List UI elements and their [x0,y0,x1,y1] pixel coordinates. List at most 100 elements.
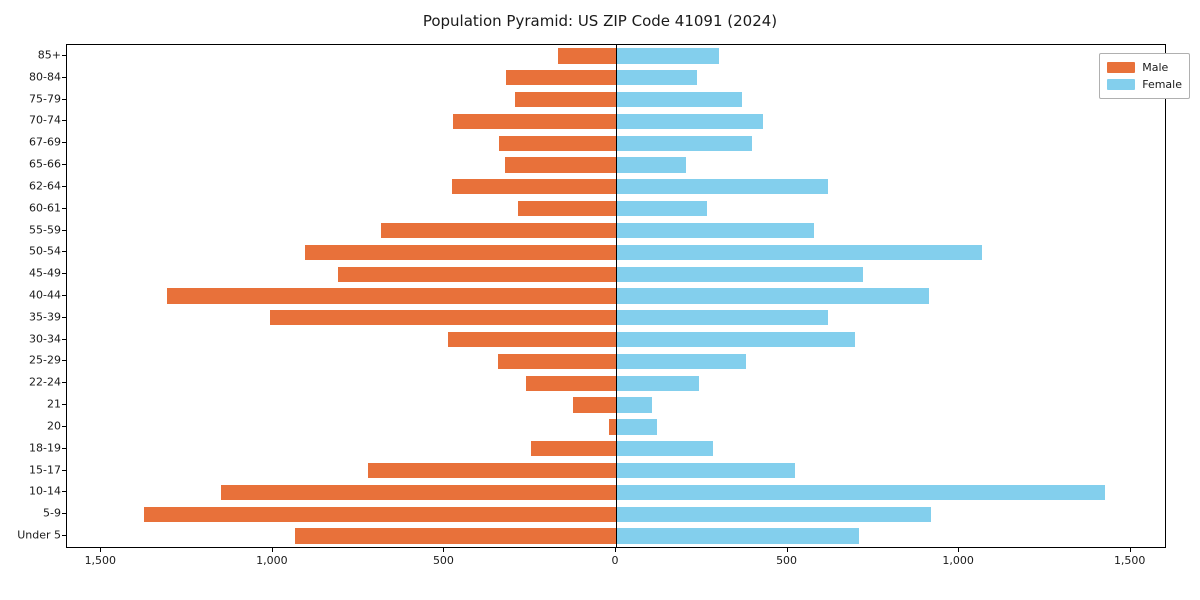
y-tick-label: 55-59 [29,223,61,237]
bar-female[interactable] [616,113,764,130]
bar-male[interactable] [269,310,616,326]
y-tick-mark [62,382,66,384]
pyramid-row [67,157,1165,173]
y-tick-label: 45-49 [29,266,61,280]
y-tick-mark [62,316,66,318]
bar-female[interactable] [616,462,796,479]
legend-swatch-male [1107,62,1136,73]
y-tick-mark [62,447,66,449]
x-tick-mark [958,548,960,552]
pyramid-row [67,201,1165,217]
y-tick-label: Under 5 [17,528,61,542]
pyramid-row [67,353,1165,370]
y-tick-label: 80-84 [29,70,61,84]
bar-male[interactable] [380,222,616,239]
y-tick-label: 75-79 [29,92,61,106]
plot-area [66,44,1166,548]
x-tick-mark [786,548,788,552]
bar-female[interactable] [616,157,687,173]
bar-female[interactable] [616,244,983,260]
bar-male[interactable] [557,48,616,64]
bar-female[interactable] [616,332,855,348]
bar-male[interactable] [221,484,616,501]
x-tick-mark [615,548,616,552]
y-tick-mark [62,76,66,78]
bar-female[interactable] [616,310,828,326]
legend-item-male[interactable]: Male [1107,59,1182,76]
x-tick-label: 500 [432,554,454,567]
bar-female[interactable] [616,222,814,239]
bar-male[interactable] [504,157,616,173]
y-tick-mark [62,425,66,427]
pyramid-row [67,375,1165,391]
y-tick-label: 40-44 [29,288,61,302]
pyramid-row [67,70,1165,86]
bar-female[interactable] [616,91,742,108]
bar-female[interactable] [616,506,931,522]
chart-title: Population Pyramid: US ZIP Code 41091 (2… [422,12,778,30]
bar-female[interactable] [616,484,1105,501]
pyramid-row [67,266,1165,282]
bar-male[interactable] [453,113,616,130]
x-tick-label: 1,500 [1113,554,1146,567]
bar-male[interactable] [367,462,616,479]
pyramid-row [67,113,1165,130]
x-tick-mark [271,548,273,552]
x-tick-label: 1,000 [256,554,288,567]
y-tick-mark [62,535,66,537]
bar-male[interactable] [609,419,616,435]
x-tick-label: 1,000 [942,554,974,567]
bar-female[interactable] [616,135,752,151]
bar-male[interactable] [573,397,616,413]
bar-female[interactable] [616,288,929,304]
y-tick-label: 22-24 [29,375,61,389]
bar-female[interactable] [616,353,746,370]
pyramid-row [67,397,1165,413]
bar-male[interactable] [517,201,616,217]
legend-swatch-female [1107,79,1136,90]
bar-female[interactable] [616,201,707,217]
bar-male[interactable] [505,70,616,86]
y-tick-label: 60-61 [29,201,61,215]
bar-female[interactable] [616,70,697,86]
bar-female[interactable] [616,48,720,64]
bar-female[interactable] [616,419,657,435]
y-tick-label: 18-19 [29,441,61,455]
y-tick-mark [62,404,66,406]
y-tick-mark [62,164,66,166]
bar-male[interactable] [531,441,616,457]
y-tick-mark [62,251,66,253]
bar-female[interactable] [616,528,859,544]
bar-male[interactable] [305,244,616,260]
bar-male[interactable] [452,179,616,195]
bar-female[interactable] [616,397,653,413]
bar-male[interactable] [144,506,616,522]
pyramid-row [67,332,1165,348]
pyramid-row [67,419,1165,435]
bar-male[interactable] [338,266,616,282]
y-tick-label: 85+ [37,48,61,62]
bar-female[interactable] [616,179,828,195]
bar-male[interactable] [497,353,616,370]
bar-male[interactable] [515,91,616,108]
bar-male[interactable] [295,528,616,544]
y-tick-label: 15-17 [29,463,61,477]
y-tick-mark [62,98,66,100]
y-tick-label: 21 [47,397,61,411]
bar-male[interactable] [448,332,616,348]
bar-male[interactable] [498,135,616,151]
bars-container [67,45,1165,547]
bar-male[interactable] [526,375,616,391]
y-tick-label: 70-74 [29,113,61,127]
bar-female[interactable] [616,266,863,282]
bar-male[interactable] [166,288,616,304]
zero-axis-line [616,45,617,547]
pyramid-row [67,441,1165,457]
legend-label-male: Male [1142,61,1169,74]
y-tick-label: 25-29 [29,353,61,367]
bar-female[interactable] [616,441,714,457]
y-tick-label: 50-54 [29,244,61,258]
bar-female[interactable] [616,375,700,391]
legend-item-female[interactable]: Female [1107,76,1182,93]
